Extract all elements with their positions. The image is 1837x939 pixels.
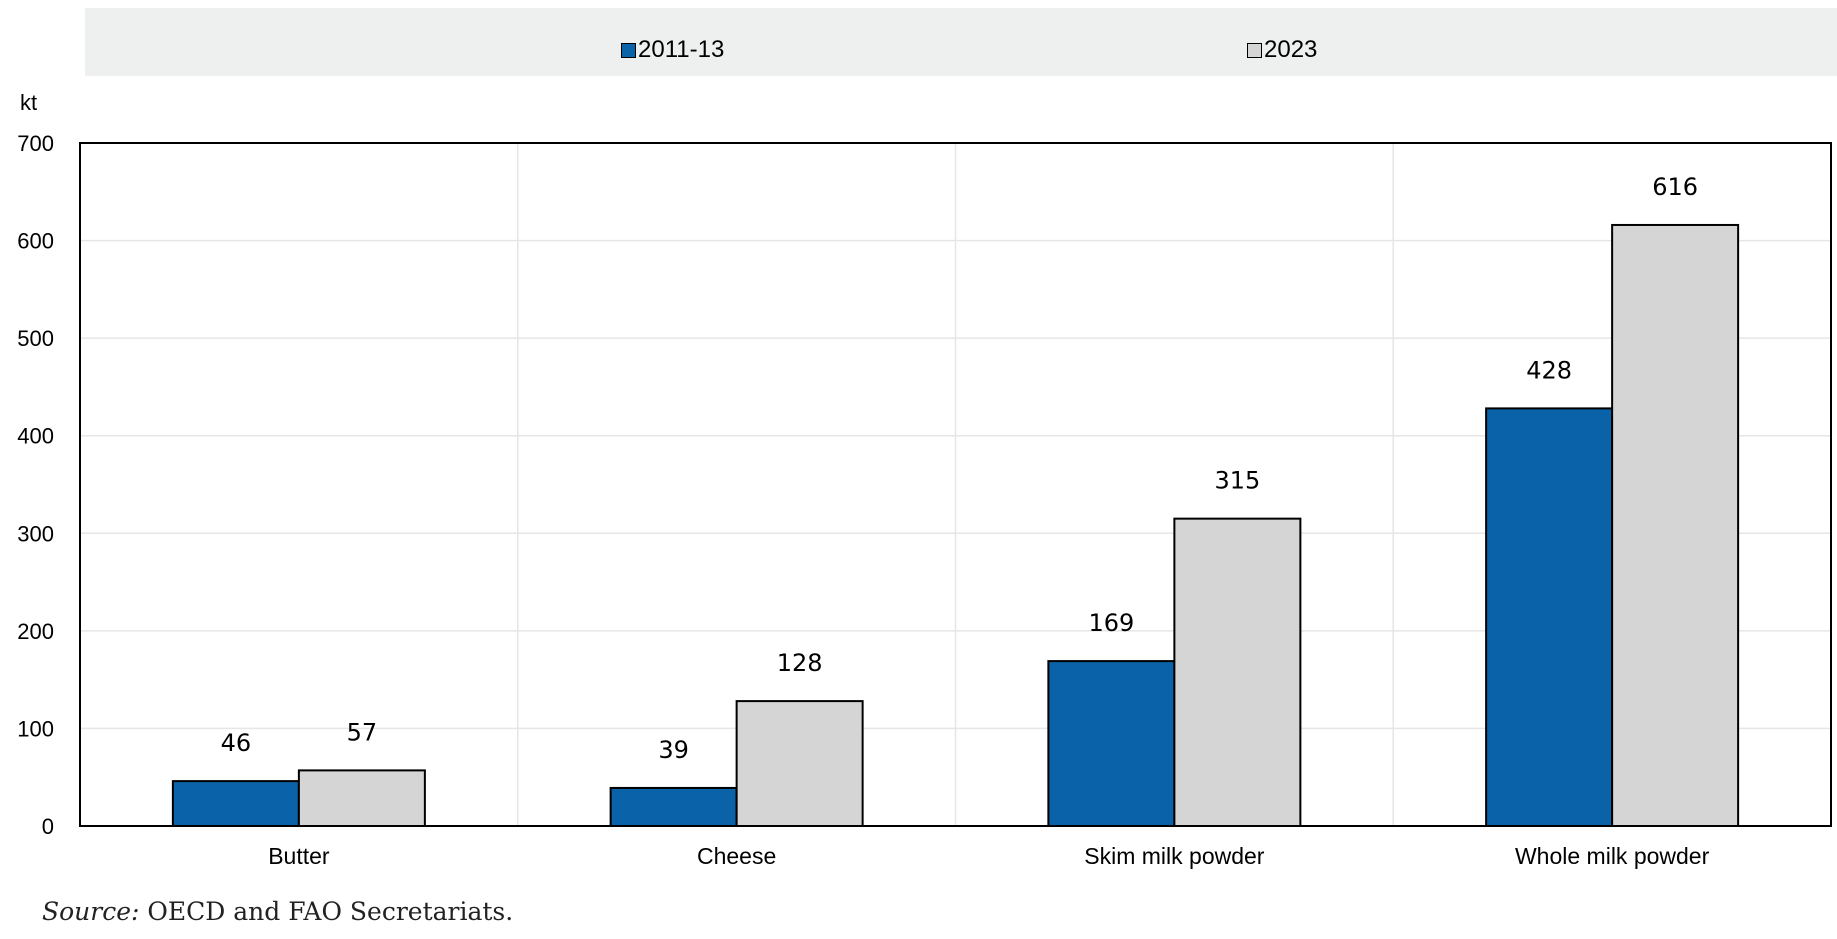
y-tick-label: 700 [17, 131, 54, 156]
grid [80, 143, 1831, 826]
y-tick-label: 0 [42, 814, 54, 839]
data-labels: 46 57 39 128 169 315 428 616 [221, 173, 1698, 764]
bar-chart: kt 0 100 200 300 400 500 600 700 46 57 39 128 169 31… [17, 90, 1832, 869]
data-label: 39 [658, 736, 689, 764]
bar-2011-13-cheese [609, 786, 738, 827]
x-tick-label: Skim milk powder [1084, 843, 1265, 869]
y-tick-label: 600 [17, 229, 54, 254]
source-note: Source: OECD and FAO Secretariats. [42, 897, 513, 926]
y-tick-label: 500 [17, 326, 54, 351]
data-label: 169 [1088, 609, 1134, 637]
source-label: Source: [42, 897, 140, 926]
data-label: 428 [1526, 356, 1572, 384]
bar-2023-skim-milk-powder [1173, 517, 1302, 828]
bar-2023-cheese [735, 700, 864, 828]
bars [171, 223, 1740, 828]
y-tick-label: 400 [17, 424, 54, 449]
plot-frame [79, 142, 1832, 827]
x-tick-label: Butter [268, 843, 330, 869]
data-label: 128 [777, 649, 823, 677]
legend-swatch-2023 [1247, 42, 1262, 58]
y-tick-label: 200 [17, 619, 54, 644]
legend-swatch-2011-13 [621, 42, 636, 58]
y-tick-label: 300 [17, 521, 54, 546]
legend: 2011-13 2023 [85, 8, 1837, 76]
bar-2023-butter [297, 769, 426, 827]
data-label: 315 [1214, 467, 1260, 495]
legend-item-2023: 2023 [1247, 36, 1317, 64]
bar-2011-13-skim-milk-powder [1047, 660, 1176, 828]
y-tick-label: 100 [17, 716, 54, 741]
bar-2023-whole-milk-powder [1611, 223, 1740, 827]
data-label: 46 [221, 729, 252, 757]
y-axis-ticks: 0 100 200 300 400 500 600 700 [17, 131, 54, 839]
x-tick-label: Cheese [697, 843, 776, 869]
bar-2011-13-whole-milk-powder [1485, 407, 1614, 827]
legend-label-2023: 2023 [1264, 36, 1318, 63]
legend-label-2011-13: 2011-13 [638, 36, 725, 63]
x-tick-label: Whole milk powder [1515, 843, 1710, 869]
legend-item-2011-13: 2011-13 [621, 36, 724, 64]
x-axis-ticks: Butter Cheese Skim milk powder Whole milk p… [268, 843, 1709, 869]
y-axis-unit-label: kt [20, 90, 37, 115]
data-label: 616 [1652, 173, 1698, 201]
source-text: OECD and FAO Secretariats. [147, 897, 514, 926]
data-label: 57 [347, 718, 378, 746]
bar-2011-13-butter [171, 780, 300, 827]
